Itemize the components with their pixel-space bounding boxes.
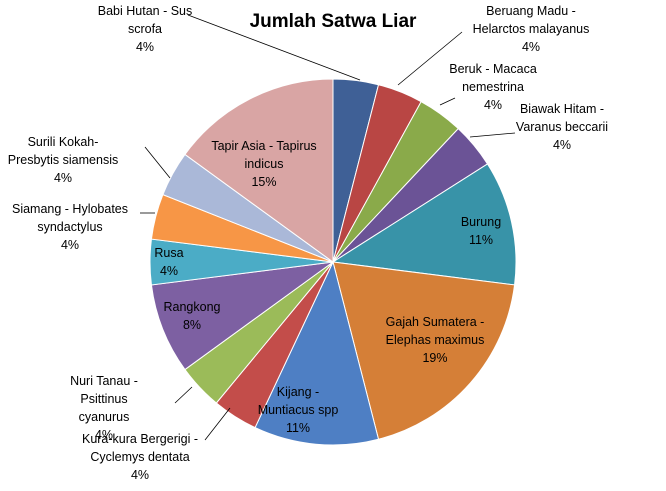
slice-label: Gajah Sumatera -Elephas maximus 19% <box>386 315 485 365</box>
pie-slice <box>150 261 334 371</box>
pie-slice <box>254 260 380 446</box>
leader-line <box>144 146 171 179</box>
leader-line <box>204 407 231 441</box>
leader-lines <box>140 14 516 441</box>
pie-slice <box>331 163 517 286</box>
slice-label: Rusa 4% <box>154 246 183 278</box>
slice-label: Beruang Madu -Helarctos malayanus 4% <box>473 4 590 54</box>
slice-label: Rangkong 8% <box>164 300 221 332</box>
leader-line <box>469 132 516 138</box>
pie-slice <box>332 261 516 440</box>
pie-slices <box>149 78 517 446</box>
slice-label: Tapir Asia - Tapirus indicus 15% <box>211 139 316 189</box>
slice-label: Nuri Tanau -Psittinus cyanurus 4% <box>70 374 138 442</box>
slice-label: Beruk - Macaca nemestrina 4% <box>449 62 537 112</box>
leader-line <box>439 97 456 106</box>
leader-line <box>174 386 193 404</box>
slice-label: Kijang -Muntiacus spp 11% <box>258 385 339 435</box>
leader-line <box>187 14 361 81</box>
leader-line <box>397 31 463 86</box>
slice-labels: Babi Hutan - Sus scrofa 4% Beruang Madu -He… <box>8 4 608 482</box>
slice-label: Siamang - Hylobates syndactylus 4% <box>12 202 128 252</box>
slice-label: Babi Hutan - Sus scrofa 4% <box>98 4 193 54</box>
slice-label: Surili Kokah-Presbytis siamensis 4% <box>8 135 118 185</box>
slice-label: Kura-kura Bergerigi -Cyclemys dentata 4% <box>82 432 198 482</box>
chart-title: Jumlah Satwa Liar <box>250 11 417 32</box>
slice-label: Burung 11% <box>461 215 501 247</box>
slice-label: Biawak Hitam -Varanus beccarii 4% <box>516 102 608 152</box>
pie-slice <box>184 78 334 263</box>
